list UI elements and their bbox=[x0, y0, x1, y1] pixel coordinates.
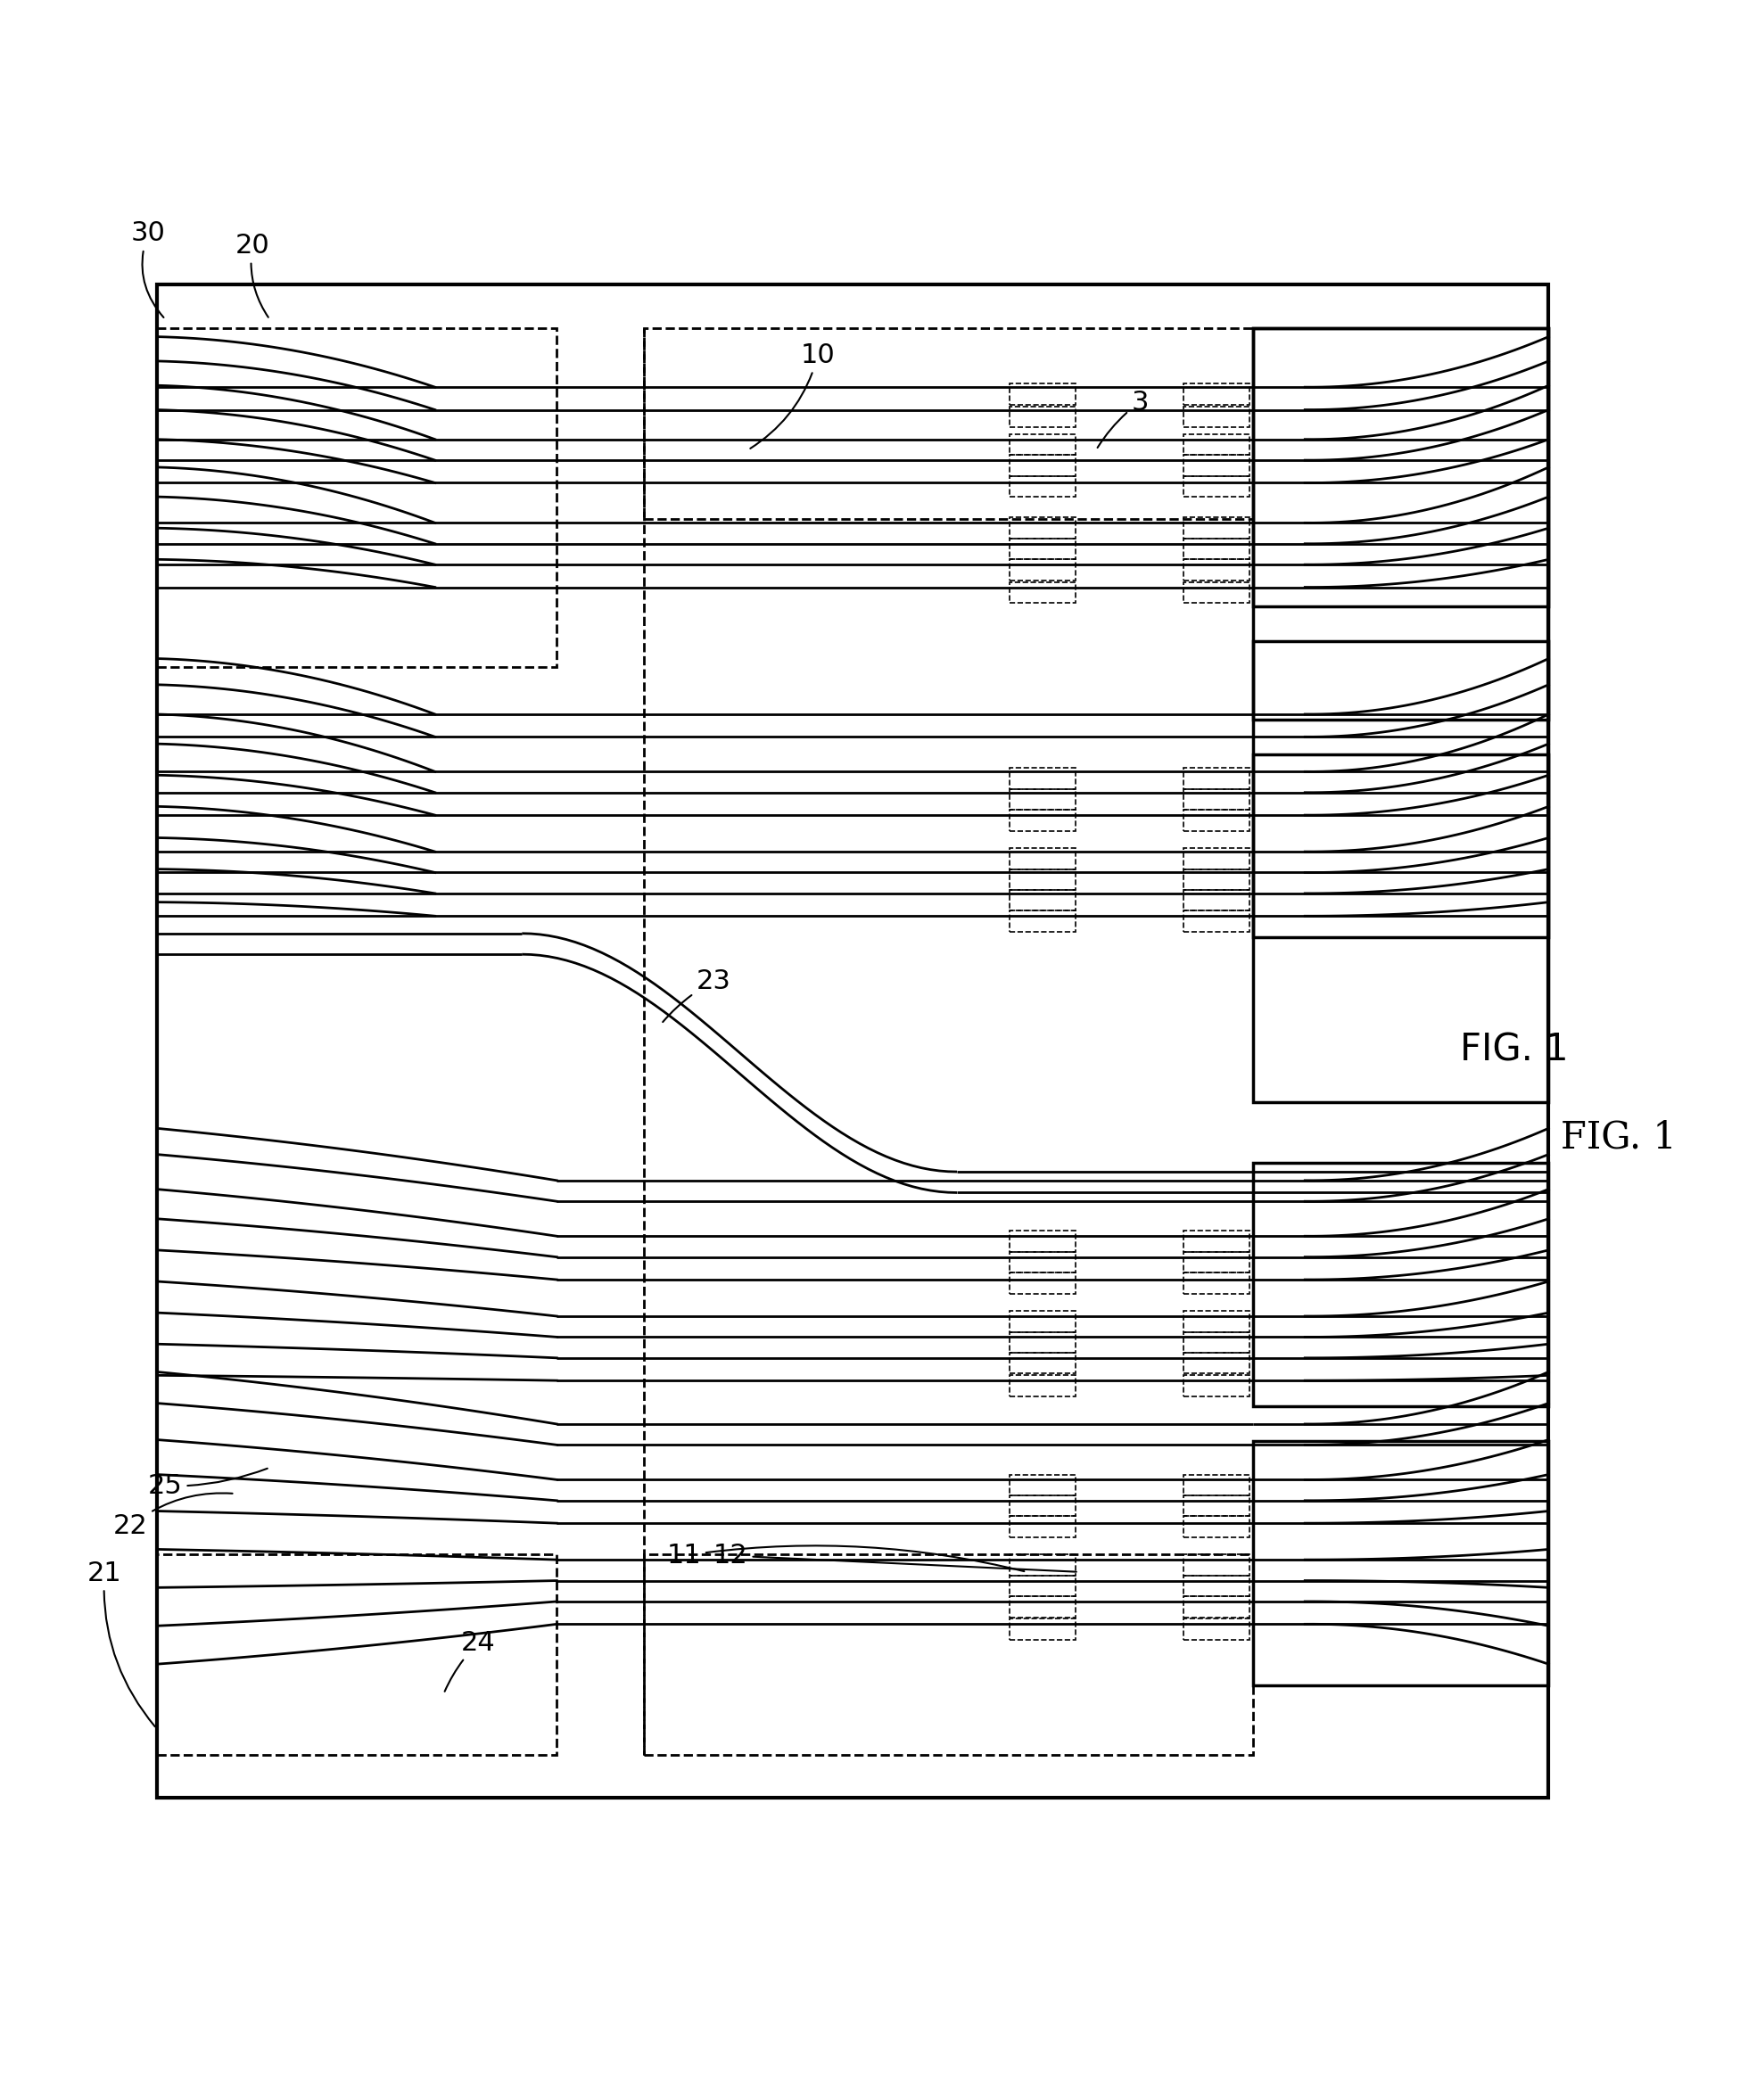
Bar bbox=[1183, 1474, 1249, 1495]
Bar bbox=[1009, 769, 1075, 790]
Bar bbox=[1009, 1331, 1075, 1352]
Bar bbox=[1183, 456, 1249, 477]
Bar bbox=[1009, 477, 1075, 498]
Bar bbox=[1183, 1252, 1249, 1273]
Bar bbox=[1183, 1596, 1249, 1617]
Bar bbox=[1183, 769, 1249, 790]
Bar bbox=[1183, 1352, 1249, 1373]
Bar bbox=[1183, 384, 1249, 405]
Text: FIG. 1: FIG. 1 bbox=[1460, 1031, 1568, 1069]
Bar bbox=[1009, 811, 1075, 832]
Text: 22: 22 bbox=[113, 1493, 233, 1539]
Bar bbox=[1183, 1376, 1249, 1396]
Bar bbox=[1253, 754, 1549, 1102]
Bar bbox=[1183, 517, 1249, 538]
Bar bbox=[1009, 517, 1075, 538]
Bar bbox=[1183, 1331, 1249, 1352]
Bar bbox=[1009, 1474, 1075, 1495]
Bar bbox=[1253, 328, 1549, 720]
Bar bbox=[1183, 848, 1249, 869]
Bar bbox=[1253, 1441, 1549, 1684]
Text: 11: 11 bbox=[666, 1544, 1025, 1571]
Bar bbox=[1183, 559, 1249, 580]
Bar bbox=[644, 1554, 1253, 1756]
Bar bbox=[1009, 911, 1075, 932]
Text: 3: 3 bbox=[1098, 388, 1148, 447]
Bar bbox=[1009, 1554, 1075, 1575]
Bar bbox=[1183, 811, 1249, 832]
Bar bbox=[1183, 405, 1249, 426]
Bar bbox=[1009, 1575, 1075, 1596]
Bar bbox=[1009, 1231, 1075, 1252]
Bar bbox=[1009, 1596, 1075, 1617]
Bar bbox=[1183, 477, 1249, 498]
Text: 10: 10 bbox=[750, 342, 835, 449]
Bar bbox=[1183, 1273, 1249, 1294]
Bar bbox=[1253, 1163, 1549, 1407]
Bar bbox=[1183, 1619, 1249, 1640]
Bar bbox=[1183, 582, 1249, 603]
Text: 20: 20 bbox=[235, 233, 270, 317]
Bar bbox=[1009, 890, 1075, 911]
Text: FIG. 1: FIG. 1 bbox=[1561, 1119, 1676, 1155]
Bar bbox=[1009, 456, 1075, 477]
Bar bbox=[1009, 848, 1075, 869]
Bar bbox=[1009, 435, 1075, 456]
Bar bbox=[1009, 1352, 1075, 1373]
Bar bbox=[1183, 435, 1249, 456]
Bar bbox=[1009, 1516, 1075, 1537]
Bar bbox=[1009, 538, 1075, 559]
Bar bbox=[1009, 582, 1075, 603]
Bar bbox=[644, 328, 1253, 519]
Bar bbox=[1009, 1310, 1075, 1331]
Bar bbox=[1009, 1273, 1075, 1294]
Bar bbox=[157, 328, 557, 668]
Bar bbox=[1183, 538, 1249, 559]
Bar bbox=[1009, 1495, 1075, 1516]
Text: 25: 25 bbox=[148, 1468, 268, 1499]
Bar bbox=[1009, 1619, 1075, 1640]
Bar bbox=[1183, 1231, 1249, 1252]
Bar bbox=[157, 1554, 557, 1756]
Bar bbox=[1253, 328, 1549, 607]
Text: 21: 21 bbox=[87, 1560, 155, 1726]
Bar bbox=[1183, 911, 1249, 932]
Bar bbox=[1183, 1575, 1249, 1596]
Bar bbox=[1009, 1252, 1075, 1273]
Bar bbox=[1183, 1495, 1249, 1516]
Bar bbox=[1183, 1516, 1249, 1537]
Bar bbox=[157, 284, 1549, 1798]
Bar bbox=[1183, 790, 1249, 811]
Text: 24: 24 bbox=[445, 1630, 496, 1691]
Bar bbox=[1183, 1310, 1249, 1331]
Text: 23: 23 bbox=[663, 968, 731, 1023]
Bar bbox=[1183, 869, 1249, 890]
Bar bbox=[1183, 890, 1249, 911]
Text: 12: 12 bbox=[713, 1544, 1077, 1571]
Bar bbox=[1009, 405, 1075, 426]
Bar bbox=[1183, 1554, 1249, 1575]
Bar bbox=[1009, 384, 1075, 405]
Bar bbox=[1009, 559, 1075, 580]
Bar bbox=[1009, 1376, 1075, 1396]
Bar bbox=[1253, 640, 1549, 937]
Text: 30: 30 bbox=[130, 220, 165, 317]
Bar bbox=[1009, 790, 1075, 811]
Bar bbox=[1009, 869, 1075, 890]
